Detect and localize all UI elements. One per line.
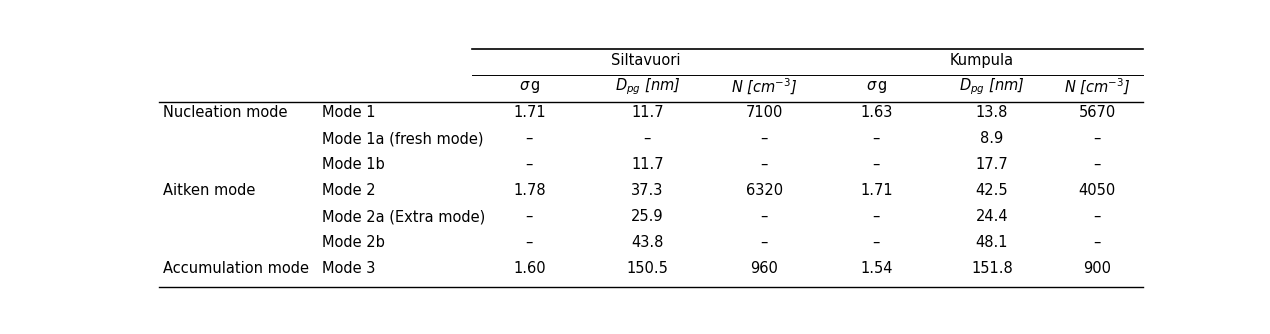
- Text: –: –: [1093, 131, 1101, 146]
- Text: 48.1: 48.1: [975, 235, 1008, 250]
- Text: 960: 960: [751, 261, 779, 276]
- Text: $N$ [cm$^{-3}$]: $N$ [cm$^{-3}$]: [732, 77, 798, 97]
- Text: Mode 1b: Mode 1b: [323, 157, 385, 172]
- Text: 42.5: 42.5: [975, 183, 1008, 198]
- Text: –: –: [761, 157, 768, 172]
- Text: –: –: [1093, 235, 1101, 250]
- Text: Accumulation mode: Accumulation mode: [163, 261, 309, 276]
- Text: 43.8: 43.8: [631, 235, 664, 250]
- Text: 150.5: 150.5: [626, 261, 668, 276]
- Text: –: –: [872, 235, 880, 250]
- Text: –: –: [872, 209, 880, 224]
- Text: –: –: [872, 131, 880, 146]
- Text: –: –: [872, 157, 880, 172]
- Text: 5670: 5670: [1078, 105, 1116, 120]
- Text: –: –: [1093, 209, 1101, 224]
- Text: 24.4: 24.4: [975, 209, 1008, 224]
- Text: Siltavuori: Siltavuori: [611, 53, 681, 68]
- Text: Aitken mode: Aitken mode: [163, 183, 255, 198]
- Text: 1.78: 1.78: [513, 183, 546, 198]
- Text: Mode 1a (fresh mode): Mode 1a (fresh mode): [323, 131, 484, 146]
- Text: Mode 3: Mode 3: [323, 261, 376, 276]
- Text: 25.9: 25.9: [631, 209, 664, 224]
- Text: 8.9: 8.9: [980, 131, 1003, 146]
- Text: 4050: 4050: [1078, 183, 1116, 198]
- Text: 11.7: 11.7: [631, 157, 664, 172]
- Text: –: –: [526, 235, 533, 250]
- Text: 17.7: 17.7: [975, 157, 1008, 172]
- Text: –: –: [526, 209, 533, 224]
- Text: 1.63: 1.63: [860, 105, 893, 120]
- Text: –: –: [644, 131, 652, 146]
- Text: 37.3: 37.3: [631, 183, 664, 198]
- Text: $D_{pg}$ [nm]: $D_{pg}$ [nm]: [959, 76, 1025, 97]
- Text: –: –: [761, 235, 768, 250]
- Text: –: –: [761, 131, 768, 146]
- Text: –: –: [526, 157, 533, 172]
- Text: Kumpula: Kumpula: [950, 53, 1013, 68]
- Text: 1.71: 1.71: [513, 105, 546, 120]
- Text: 11.7: 11.7: [631, 105, 664, 120]
- Text: 1.71: 1.71: [860, 183, 893, 198]
- Text: Mode 2: Mode 2: [323, 183, 376, 198]
- Text: 13.8: 13.8: [975, 105, 1008, 120]
- Text: Nucleation mode: Nucleation mode: [163, 105, 287, 120]
- Text: $N$ [cm$^{-3}$]: $N$ [cm$^{-3}$]: [1064, 77, 1130, 97]
- Text: Mode 2a (Extra mode): Mode 2a (Extra mode): [323, 209, 485, 224]
- Text: 1.60: 1.60: [513, 261, 546, 276]
- Text: –: –: [1093, 157, 1101, 172]
- Text: 6320: 6320: [745, 183, 782, 198]
- Text: 1.54: 1.54: [860, 261, 893, 276]
- Text: Mode 1: Mode 1: [323, 105, 376, 120]
- Text: $\sigma\,$g: $\sigma\,$g: [518, 79, 540, 95]
- Text: –: –: [761, 209, 768, 224]
- Text: $\sigma\,$g: $\sigma\,$g: [866, 79, 886, 95]
- Text: 900: 900: [1083, 261, 1111, 276]
- Text: Mode 2b: Mode 2b: [323, 235, 385, 250]
- Text: 151.8: 151.8: [972, 261, 1012, 276]
- Text: –: –: [526, 131, 533, 146]
- Text: 7100: 7100: [745, 105, 782, 120]
- Text: $D_{pg}$ [nm]: $D_{pg}$ [nm]: [615, 76, 681, 97]
